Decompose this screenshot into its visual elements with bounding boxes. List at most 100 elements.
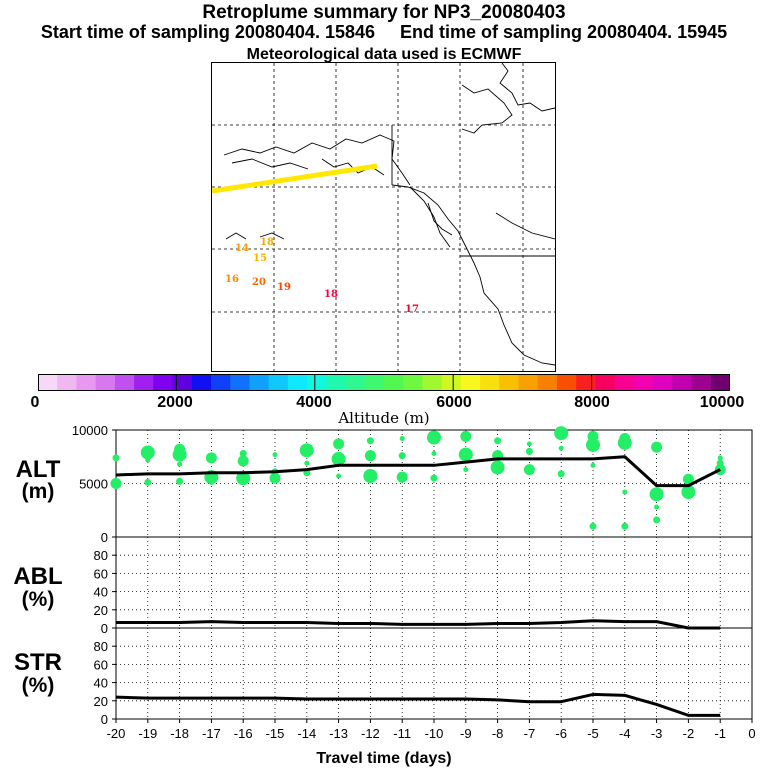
colorbar-swatch — [114, 374, 135, 391]
colorbar-swatch — [633, 374, 654, 391]
altitude-scatter-point — [110, 478, 122, 489]
altitude-scatter-point — [526, 441, 532, 447]
y-tick-label: 5000 — [79, 477, 108, 492]
altitude-scatter-point — [144, 478, 152, 486]
y-tick-label: 80 — [94, 639, 108, 654]
x-tick-label: -12 — [361, 726, 380, 741]
alt-panel-unit: (m) — [21, 480, 55, 503]
colorbar-swatch — [595, 374, 616, 391]
altitude-scatter-point — [364, 450, 376, 462]
altitude-scatter-point — [208, 479, 214, 485]
colorbar-swatch — [576, 374, 596, 391]
colorbar-swatch — [326, 374, 347, 391]
colorbar-swatch — [403, 374, 423, 391]
altitude-scatter-point — [363, 469, 378, 484]
colorbar-tick-label: 10000 — [699, 394, 745, 411]
abl-panel-unit: (%) — [21, 588, 55, 611]
colorbar-swatch — [38, 374, 58, 391]
colorbar-swatch — [268, 374, 289, 391]
colorbar-swatch — [691, 374, 712, 391]
colorbar-swatch — [480, 374, 500, 391]
altitude-scatter-point — [682, 473, 694, 485]
altitude-scatter-point — [299, 443, 314, 458]
colorbar-tick-label: 2000 — [157, 394, 193, 411]
colorbar-swatch — [422, 374, 443, 391]
x-tick-label: -15 — [266, 726, 285, 741]
str-series-line — [115, 692, 721, 717]
sampling-times: Start time of sampling 20080404. 15846 E… — [40, 22, 728, 42]
altitude-scatter-point — [398, 452, 406, 460]
map-day-label: 19 — [277, 282, 291, 293]
altitude-scatter-point — [654, 504, 660, 510]
altitude-scatter-point — [399, 436, 405, 442]
colorbar-swatch — [57, 374, 77, 391]
altitude-scatter-point — [430, 474, 438, 482]
altitude-scatter-point — [205, 452, 217, 464]
colorbar-tick-label: 4000 — [296, 394, 332, 411]
x-tick-label: -4 — [619, 726, 631, 741]
colorbar-swatch — [345, 374, 366, 391]
map-day-label: 20 — [252, 277, 266, 288]
altitude-scatter-point — [304, 460, 310, 466]
altitude-scatter-point — [590, 462, 596, 468]
colorbar-tick-label: 8000 — [574, 394, 610, 411]
altitude-scatter-point — [458, 447, 473, 462]
colorbar-swatch — [653, 374, 673, 391]
altitude-scatter-point — [177, 461, 183, 467]
altitude-scatter-point — [427, 430, 441, 445]
x-tick-label: -10 — [425, 726, 444, 741]
altitude-scatter-point — [494, 437, 502, 445]
alt-series-line — [115, 455, 721, 488]
str-panel-unit: (%) — [21, 674, 55, 697]
map-day-label: 18 — [260, 237, 274, 248]
altitude-scatter-point — [269, 472, 281, 484]
altitude-scatter-point — [112, 454, 120, 462]
colorbar-swatch — [557, 374, 577, 391]
map-day-label: 14 — [235, 243, 249, 254]
colorbar-frame — [38, 374, 730, 391]
x-tick-label: -20 — [107, 726, 126, 741]
colorbar-swatch — [307, 374, 327, 391]
altitude-scatter-point — [145, 457, 151, 463]
y-tick-label: 40 — [94, 676, 108, 691]
altitude-scatter-point — [525, 447, 533, 455]
altitude-scatter-point — [589, 522, 597, 530]
x-tick-label: -14 — [297, 726, 316, 741]
altitude-scatter-point — [490, 460, 505, 475]
abl-panel-label: ABL — [13, 563, 63, 590]
altitude-scatter-point — [172, 447, 187, 462]
colorbar-swatch — [211, 374, 231, 391]
y-tick-label: 0 — [101, 621, 108, 636]
colorbar-swatch — [672, 374, 693, 391]
altitude-scatter-point — [237, 455, 249, 467]
colorbar-swatch — [364, 374, 385, 391]
x-tick-label: -13 — [329, 726, 348, 741]
colorbar-swatch — [134, 374, 154, 391]
y-tick-label: 80 — [94, 548, 108, 563]
x-tick-label: -11 — [393, 726, 411, 741]
altitude-scatter-point — [463, 467, 469, 473]
y-tick-label: 20 — [94, 603, 108, 618]
altitude-scatter-point — [622, 489, 628, 495]
colorbar-swatch — [537, 374, 558, 391]
altitude-scatter-point — [554, 426, 569, 441]
y-tick-label: 60 — [94, 566, 108, 581]
x-tick-label: -18 — [170, 726, 189, 741]
x-tick-label: -9 — [460, 726, 472, 741]
altitude-scatter-point — [557, 470, 565, 478]
str-panel-label: STR — [14, 649, 62, 676]
y-tick-label: 60 — [94, 657, 108, 672]
abl-panel-frame — [115, 536, 753, 629]
chart-title: Retroplume summary for NP3_20080403 — [202, 2, 566, 23]
colorbar-swatch — [95, 374, 116, 391]
colorbar-swatch — [518, 374, 539, 391]
x-tick-label: -1 — [714, 726, 726, 741]
altitude-scatter-point — [396, 471, 408, 483]
colorbar-label: Altitude (m) — [338, 409, 430, 427]
colorbar-ticks: 0 2000 4000 6000 8000 10000 — [0, 394, 768, 414]
colorbar-swatch — [230, 374, 250, 391]
altitude-scatter-point — [336, 473, 342, 479]
colorbar-swatch — [287, 374, 308, 391]
altitude-scatter-point — [460, 430, 472, 442]
